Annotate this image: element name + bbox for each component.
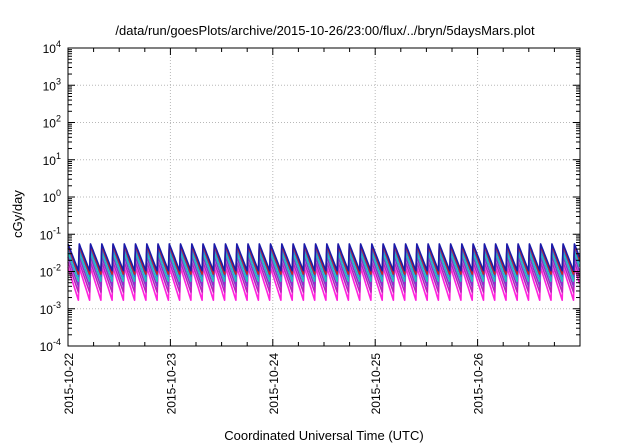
y-tick-base: 10	[40, 340, 54, 354]
x-tick-labels: 2015-10-22 2015-10-23 2015-10-24 2015-10-25…	[62, 353, 486, 415]
y-tick-base: 10	[43, 191, 57, 205]
y-tick-label: 10-4	[40, 337, 61, 354]
y-tick-label: 103	[43, 76, 61, 93]
y-tick-exponent: 1	[56, 151, 61, 161]
x-tick-label: 2015-10-22	[62, 353, 76, 415]
y-tick-exponent: -4	[53, 337, 61, 347]
y-tick-label: 101	[43, 151, 61, 168]
x-tick-label: 2015-10-25	[369, 353, 383, 415]
y-tick-base: 10	[43, 154, 57, 168]
y-tick-exponent: 3	[56, 76, 61, 86]
y-tick-label: 10-2	[40, 263, 61, 280]
series-line-1	[67, 243, 581, 272]
series-group	[67, 243, 581, 301]
y-tick-exponent: 2	[56, 114, 61, 124]
y-tick-exponent: -3	[53, 300, 61, 310]
y-tick-base: 10	[43, 117, 57, 131]
y-tick-base: 10	[43, 42, 57, 56]
tick-group	[67, 47, 580, 347]
x-tick-label: 2015-10-24	[267, 353, 281, 415]
y-axis-label: cGy/day	[10, 190, 25, 238]
x-axis-label: Coordinated Universal Time (UTC)	[224, 428, 423, 443]
y-tick-base: 10	[43, 79, 57, 93]
x-tick-label: 2015-10-26	[472, 353, 486, 415]
grid	[68, 48, 580, 346]
chart-title: /data/run/goesPlots/archive/2015-10-26/2…	[115, 23, 535, 38]
y-tick-exponent: -1	[53, 225, 61, 235]
series-line-7	[67, 266, 581, 301]
y-tick-label: 102	[43, 114, 61, 131]
y-tick-exponent: 0	[56, 188, 61, 198]
y-tick-label: 104	[43, 39, 61, 56]
y-tick-label: 10-1	[40, 225, 61, 242]
y-tick-base: 10	[40, 228, 54, 242]
series-line-4	[67, 251, 581, 282]
series-line-6	[67, 261, 581, 293]
series-line-2	[67, 244, 581, 275]
y-tick-exponent: 4	[56, 39, 61, 49]
y-tick-base: 10	[40, 266, 54, 280]
y-tick-exponent: -2	[53, 263, 61, 273]
y-tick-base: 10	[40, 303, 54, 317]
y-tick-label: 100	[43, 188, 61, 205]
y-tick-label: 10-3	[40, 300, 61, 317]
series-line-5	[67, 255, 581, 288]
x-tick-label: 2015-10-23	[164, 353, 178, 415]
